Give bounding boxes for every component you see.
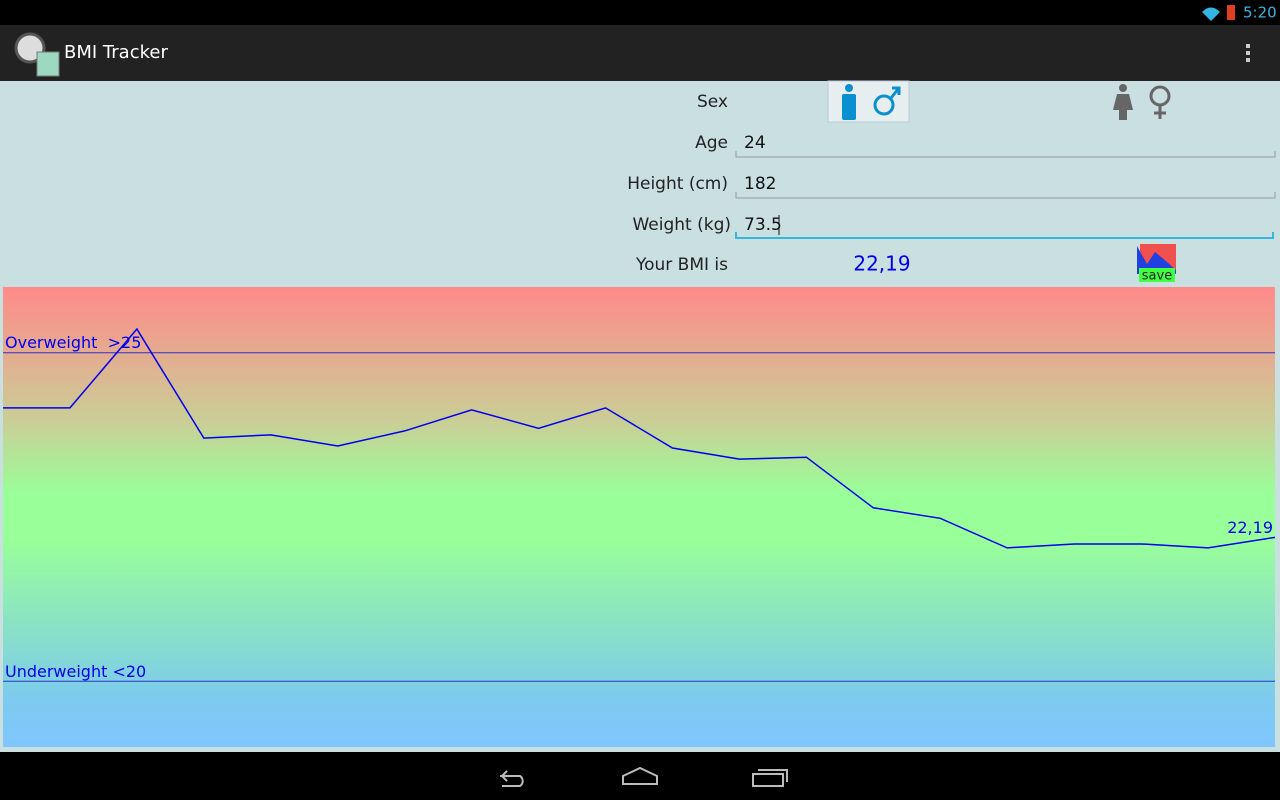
save-label: save — [1142, 269, 1172, 284]
back-button[interactable] — [500, 770, 524, 787]
sex-label: Sex — [697, 92, 728, 112]
clock: 5:20 — [1243, 4, 1277, 22]
female-button[interactable] — [1113, 84, 1171, 120]
height-underline — [735, 192, 1276, 199]
reference-label: Overweight >25 — [5, 333, 141, 352]
chart: Overweight >25 Underweight <20 22,19 — [3, 327, 1276, 682]
weight-input[interactable]: 73.5 — [744, 215, 782, 235]
age-label: Age — [695, 133, 728, 153]
bmi-label: Your BMI is — [635, 255, 728, 275]
male-button[interactable] — [827, 80, 910, 123]
value-label: 22,19 — [1227, 518, 1273, 537]
overflow-menu[interactable] — [1246, 44, 1250, 62]
weight-label: Weight (kg) — [632, 215, 731, 235]
home-button[interactable] — [622, 766, 658, 785]
bmi-line — [3, 327, 1276, 549]
age-input[interactable]: 24 — [744, 133, 766, 153]
save-button[interactable]: save — [1137, 244, 1176, 284]
age-underline — [735, 151, 1276, 158]
chart-area — [3, 287, 1275, 747]
height-label: Height (cm) — [627, 174, 728, 194]
weight-underline — [735, 232, 1274, 239]
bmi-value: 22,19 — [853, 252, 910, 276]
recents-button[interactable] — [752, 769, 788, 787]
height-input[interactable]: 182 — [744, 174, 776, 194]
wifi-icon — [1202, 7, 1220, 21]
app-title: BMI Tracker — [64, 42, 168, 63]
status-bar — [0, 0, 1280, 25]
action-bar — [0, 25, 1280, 81]
app-icon-chart — [36, 51, 60, 77]
nav-bar — [0, 752, 1280, 800]
reference-label: Underweight <20 — [5, 662, 146, 681]
battery-icon — [1227, 5, 1235, 20]
